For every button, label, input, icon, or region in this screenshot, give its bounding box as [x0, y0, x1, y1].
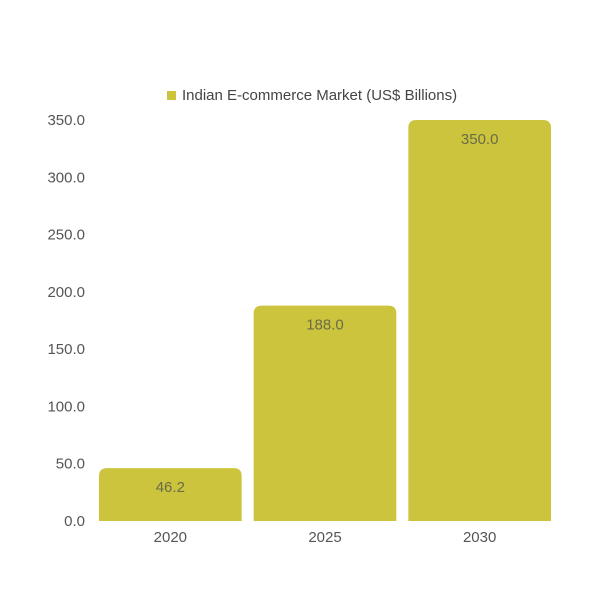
- data-label: 188.0: [306, 317, 344, 334]
- data-label: 46.2: [156, 479, 185, 496]
- y-tick-label: 200.0: [47, 284, 85, 301]
- legend-swatch: [167, 91, 176, 100]
- legend-label: Indian E-commerce Market (US$ Billions): [182, 87, 457, 104]
- bars: [99, 120, 551, 521]
- legend: Indian E-commerce Market (US$ Billions): [167, 87, 457, 104]
- y-tick-label: 300.0: [47, 169, 85, 186]
- bar-2025: [253, 305, 397, 521]
- data-label: 350.0: [461, 131, 499, 148]
- y-tick-label: 100.0: [47, 398, 85, 415]
- x-tick-label: 2030: [463, 529, 496, 546]
- y-tick-label: 150.0: [47, 341, 85, 358]
- y-axis: 0.0 50.0 100.0 150.0 200.0 250.0 300.0 350.0: [47, 112, 85, 530]
- y-tick-label: 0.0: [64, 513, 85, 530]
- data-labels: 46.2 188.0 350.0: [156, 131, 499, 496]
- x-axis: 2020 2025 2030: [154, 529, 497, 546]
- y-tick-label: 350.0: [47, 112, 85, 129]
- y-tick-label: 50.0: [56, 456, 85, 473]
- x-tick-label: 2025: [308, 529, 341, 546]
- bar-2020: [99, 468, 242, 521]
- x-tick-label: 2020: [154, 529, 187, 546]
- bar-2030: [408, 120, 551, 521]
- y-tick-label: 250.0: [47, 227, 85, 244]
